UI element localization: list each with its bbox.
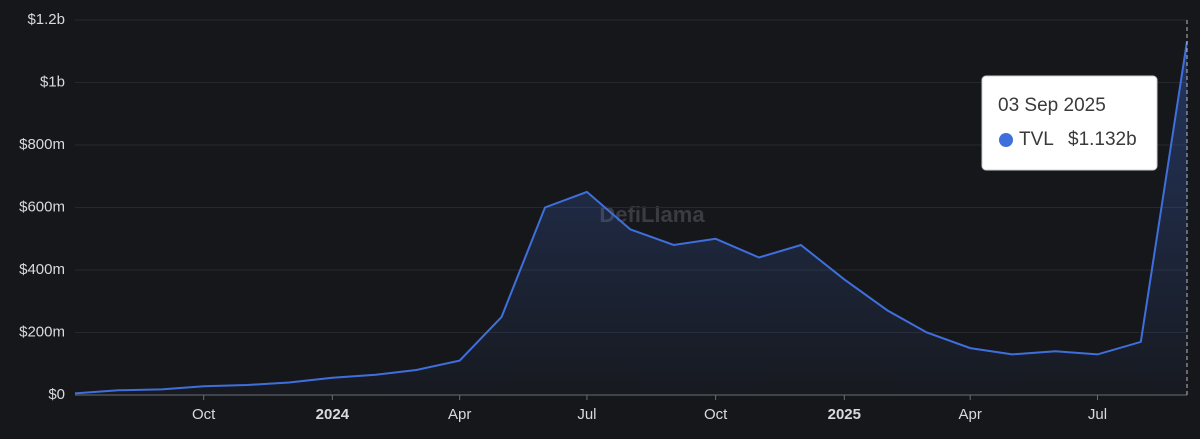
x-tick-label: Jul bbox=[577, 406, 596, 423]
tooltip-marker bbox=[999, 133, 1013, 147]
area bbox=[75, 41, 1187, 396]
tooltip: 03 Sep 2025 TVL $1.132b bbox=[981, 75, 1158, 171]
tooltip-series: TVL bbox=[1019, 129, 1054, 150]
x-tick-label: Oct bbox=[192, 406, 216, 423]
y-tick-label: $800m bbox=[19, 136, 65, 153]
y-tick-label: $600m bbox=[19, 198, 65, 215]
x-tick-label: 2025 bbox=[828, 406, 861, 423]
tooltip-value: $1.132b bbox=[1068, 129, 1137, 150]
x-tick-label: Jul bbox=[1088, 406, 1107, 423]
x-tick-label: 2024 bbox=[316, 406, 350, 423]
y-tick-label: $200m bbox=[19, 323, 65, 340]
y-tick-label: $400m bbox=[19, 261, 65, 278]
line bbox=[74, 41, 1188, 395]
y-tick-label: $1.2b bbox=[27, 11, 65, 28]
x-tick-label: Apr bbox=[959, 406, 982, 423]
x-tick-label: Apr bbox=[448, 406, 471, 423]
tooltip-box bbox=[981, 75, 1158, 171]
x-tick-label: Oct bbox=[704, 406, 728, 423]
y-tick-label: $1b bbox=[40, 73, 65, 90]
y-tick-label: $0 bbox=[48, 386, 65, 403]
tooltip-date: 03 Sep 2025 bbox=[998, 95, 1106, 116]
